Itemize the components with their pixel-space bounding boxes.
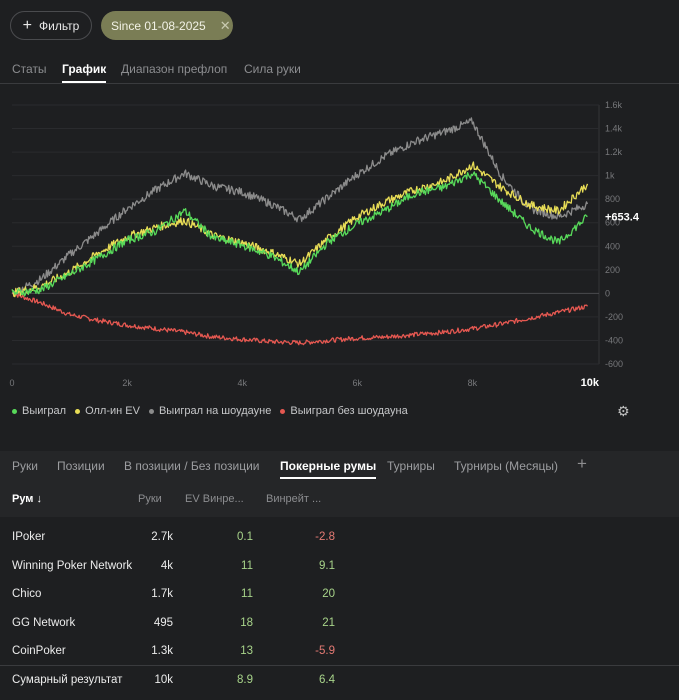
legend-label: Выиграл [22, 405, 67, 417]
tab-graph[interactable]: График [62, 62, 107, 83]
dot-icon [75, 408, 81, 414]
x-tick-label: 6k [353, 378, 363, 388]
winrate-value: -5.9 [315, 645, 335, 657]
legend-item-non-showdown[interactable]: Выиграл без шоудауна [280, 405, 408, 417]
table-row[interactable]: Winning Poker Network 4k 11 9.1 [0, 553, 679, 581]
column-hands[interactable]: Руки [138, 493, 162, 505]
winnings-chart: 1.6k 1.4k 1.2k 1k 800 600 400 200 0 -200 -400 -600 0… [9, 100, 640, 389]
ev-winrate-value: 13 [240, 645, 253, 657]
table-row[interactable]: Chico 1.7k 11 20 [0, 581, 679, 609]
hands-value: 1.7k [151, 588, 173, 600]
y-tick-label: 200 [605, 265, 620, 275]
series-line [11, 171, 588, 297]
add-tab-icon[interactable]: + [577, 454, 587, 473]
stats-tabs: Статы График Диапазон префлоп Сила руки [0, 60, 679, 84]
x-tick-label: 0 [9, 378, 14, 388]
tab-poker-rooms[interactable]: Покерные румы [280, 459, 377, 479]
table-row[interactable]: GG Network 495 18 21 [0, 610, 679, 638]
hands-value: 4k [160, 560, 173, 572]
tab-tournaments-months[interactable]: Турниры (Месяцы) [454, 459, 558, 473]
room-name: GG Network [12, 617, 76, 629]
winrate-value: 21 [322, 617, 335, 629]
ev-winrate-value: 8.9 [237, 674, 253, 686]
series-line [11, 117, 589, 296]
hands-value: 10k [154, 674, 173, 686]
y-tick-label: 800 [605, 194, 620, 204]
date-chip-label: Since 01-08-2025 [111, 18, 206, 33]
dot-icon [148, 408, 154, 414]
winrate-value: 9.1 [319, 560, 335, 572]
total-divider [0, 665, 679, 666]
ev-winrate-value: 18 [240, 617, 253, 629]
tab-stats[interactable]: Статы [12, 62, 47, 76]
close-icon[interactable]: ✕ [219, 17, 231, 33]
room-name: IPoker [12, 531, 46, 543]
x-tick-label: 2k [122, 378, 132, 388]
ev-winrate-value: 11 [241, 560, 253, 572]
tab-preflop-range[interactable]: Диапазон префлоп [121, 62, 228, 76]
ev-winrate-value: 11 [241, 588, 253, 600]
legend-label: Выиграл без шоудауна [290, 405, 408, 417]
table-header: Рум ↓ Руки EV Винре... Винрейт ... [0, 481, 679, 517]
column-winrate[interactable]: Винрейт ... [266, 493, 322, 505]
x-tick-label: 10k [581, 377, 600, 389]
room-name: CoinPoker [12, 645, 66, 657]
column-room[interactable]: Рум ↓ [12, 493, 43, 505]
column-ev-winrate[interactable]: EV Винре... [185, 493, 244, 505]
filter-button[interactable]: + Фильтр [10, 11, 92, 40]
y-tick-label: 400 [605, 241, 620, 251]
winrate-value: 20 [322, 588, 335, 600]
chart-legend: Выиграл Олл-ин EV Выиграл на шоудауне Вы… [12, 405, 417, 417]
dot-icon [280, 408, 286, 414]
total-label: Сумарный результат [12, 674, 123, 686]
room-name: Winning Poker Network [12, 560, 133, 572]
legend-item-allin-ev[interactable]: Олл-ин EV [75, 405, 140, 417]
tab-hands[interactable]: Руки [12, 459, 38, 473]
tab-hand-strength[interactable]: Сила руки [244, 62, 301, 76]
tab-in-out-position[interactable]: В позиции / Без позиции [124, 459, 260, 473]
chart-panel: 1.6k 1.4k 1.2k 1k 800 600 400 200 0 -200 -400 -600 0… [0, 84, 679, 450]
y-tick-label: 1.2k [605, 147, 623, 157]
y-tick-label: 1k [605, 171, 615, 181]
y-tick-label: 1.6k [605, 100, 623, 110]
tab-tournaments[interactable]: Турниры [387, 459, 435, 473]
dot-icon [12, 408, 17, 414]
table-row-total[interactable]: Сумарный результат 10k 8.9 6.4 [0, 667, 679, 695]
x-tick-label: 8k [468, 378, 478, 388]
series-line [11, 161, 589, 298]
y-tick-label: -600 [605, 359, 623, 369]
tab-positions[interactable]: Позиции [57, 459, 105, 473]
legend-item-showdown[interactable]: Выиграл на шоудауне [148, 405, 272, 417]
end-value-label: +653.4 [605, 211, 640, 223]
gear-icon[interactable]: ⚙ [617, 403, 630, 419]
table-row[interactable]: IPoker 2.7k 0.1 -2.8 [0, 524, 679, 552]
y-tick-label: 0 [605, 288, 610, 298]
legend-label: Выиграл на шоудауне [158, 405, 272, 417]
hands-value: 2.7k [151, 531, 173, 543]
hands-value: 1.3k [151, 645, 173, 657]
winrate-value: -2.8 [315, 531, 335, 543]
series-line [12, 292, 588, 346]
winrate-value: 6.4 [319, 674, 335, 686]
y-tick-label: -200 [605, 312, 623, 322]
ev-winrate-value: 0.1 [237, 531, 253, 543]
y-tick-label: -400 [605, 335, 623, 345]
breakdown-tabs: Руки Позиции В позиции / Без позиции Пок… [0, 451, 679, 481]
room-name: Chico [12, 588, 42, 600]
y-tick-label: 1.4k [605, 124, 623, 134]
table-row[interactable]: CoinPoker 1.3k 13 -5.9 [0, 638, 679, 666]
top-toolbar: + Фильтр Since 01-08-2025 ✕ [0, 0, 679, 52]
legend-item-won[interactable]: Выиграл [12, 405, 66, 417]
y-tick-label: 600 [605, 218, 620, 228]
legend-label: Олл-ин EV [85, 405, 140, 417]
date-filter-chip[interactable]: Since 01-08-2025 ✕ [101, 11, 233, 40]
filter-label: Фильтр [39, 18, 80, 33]
x-tick-label: 4k [237, 378, 247, 388]
hands-value: 495 [153, 617, 173, 629]
plus-icon: + [22, 16, 33, 34]
